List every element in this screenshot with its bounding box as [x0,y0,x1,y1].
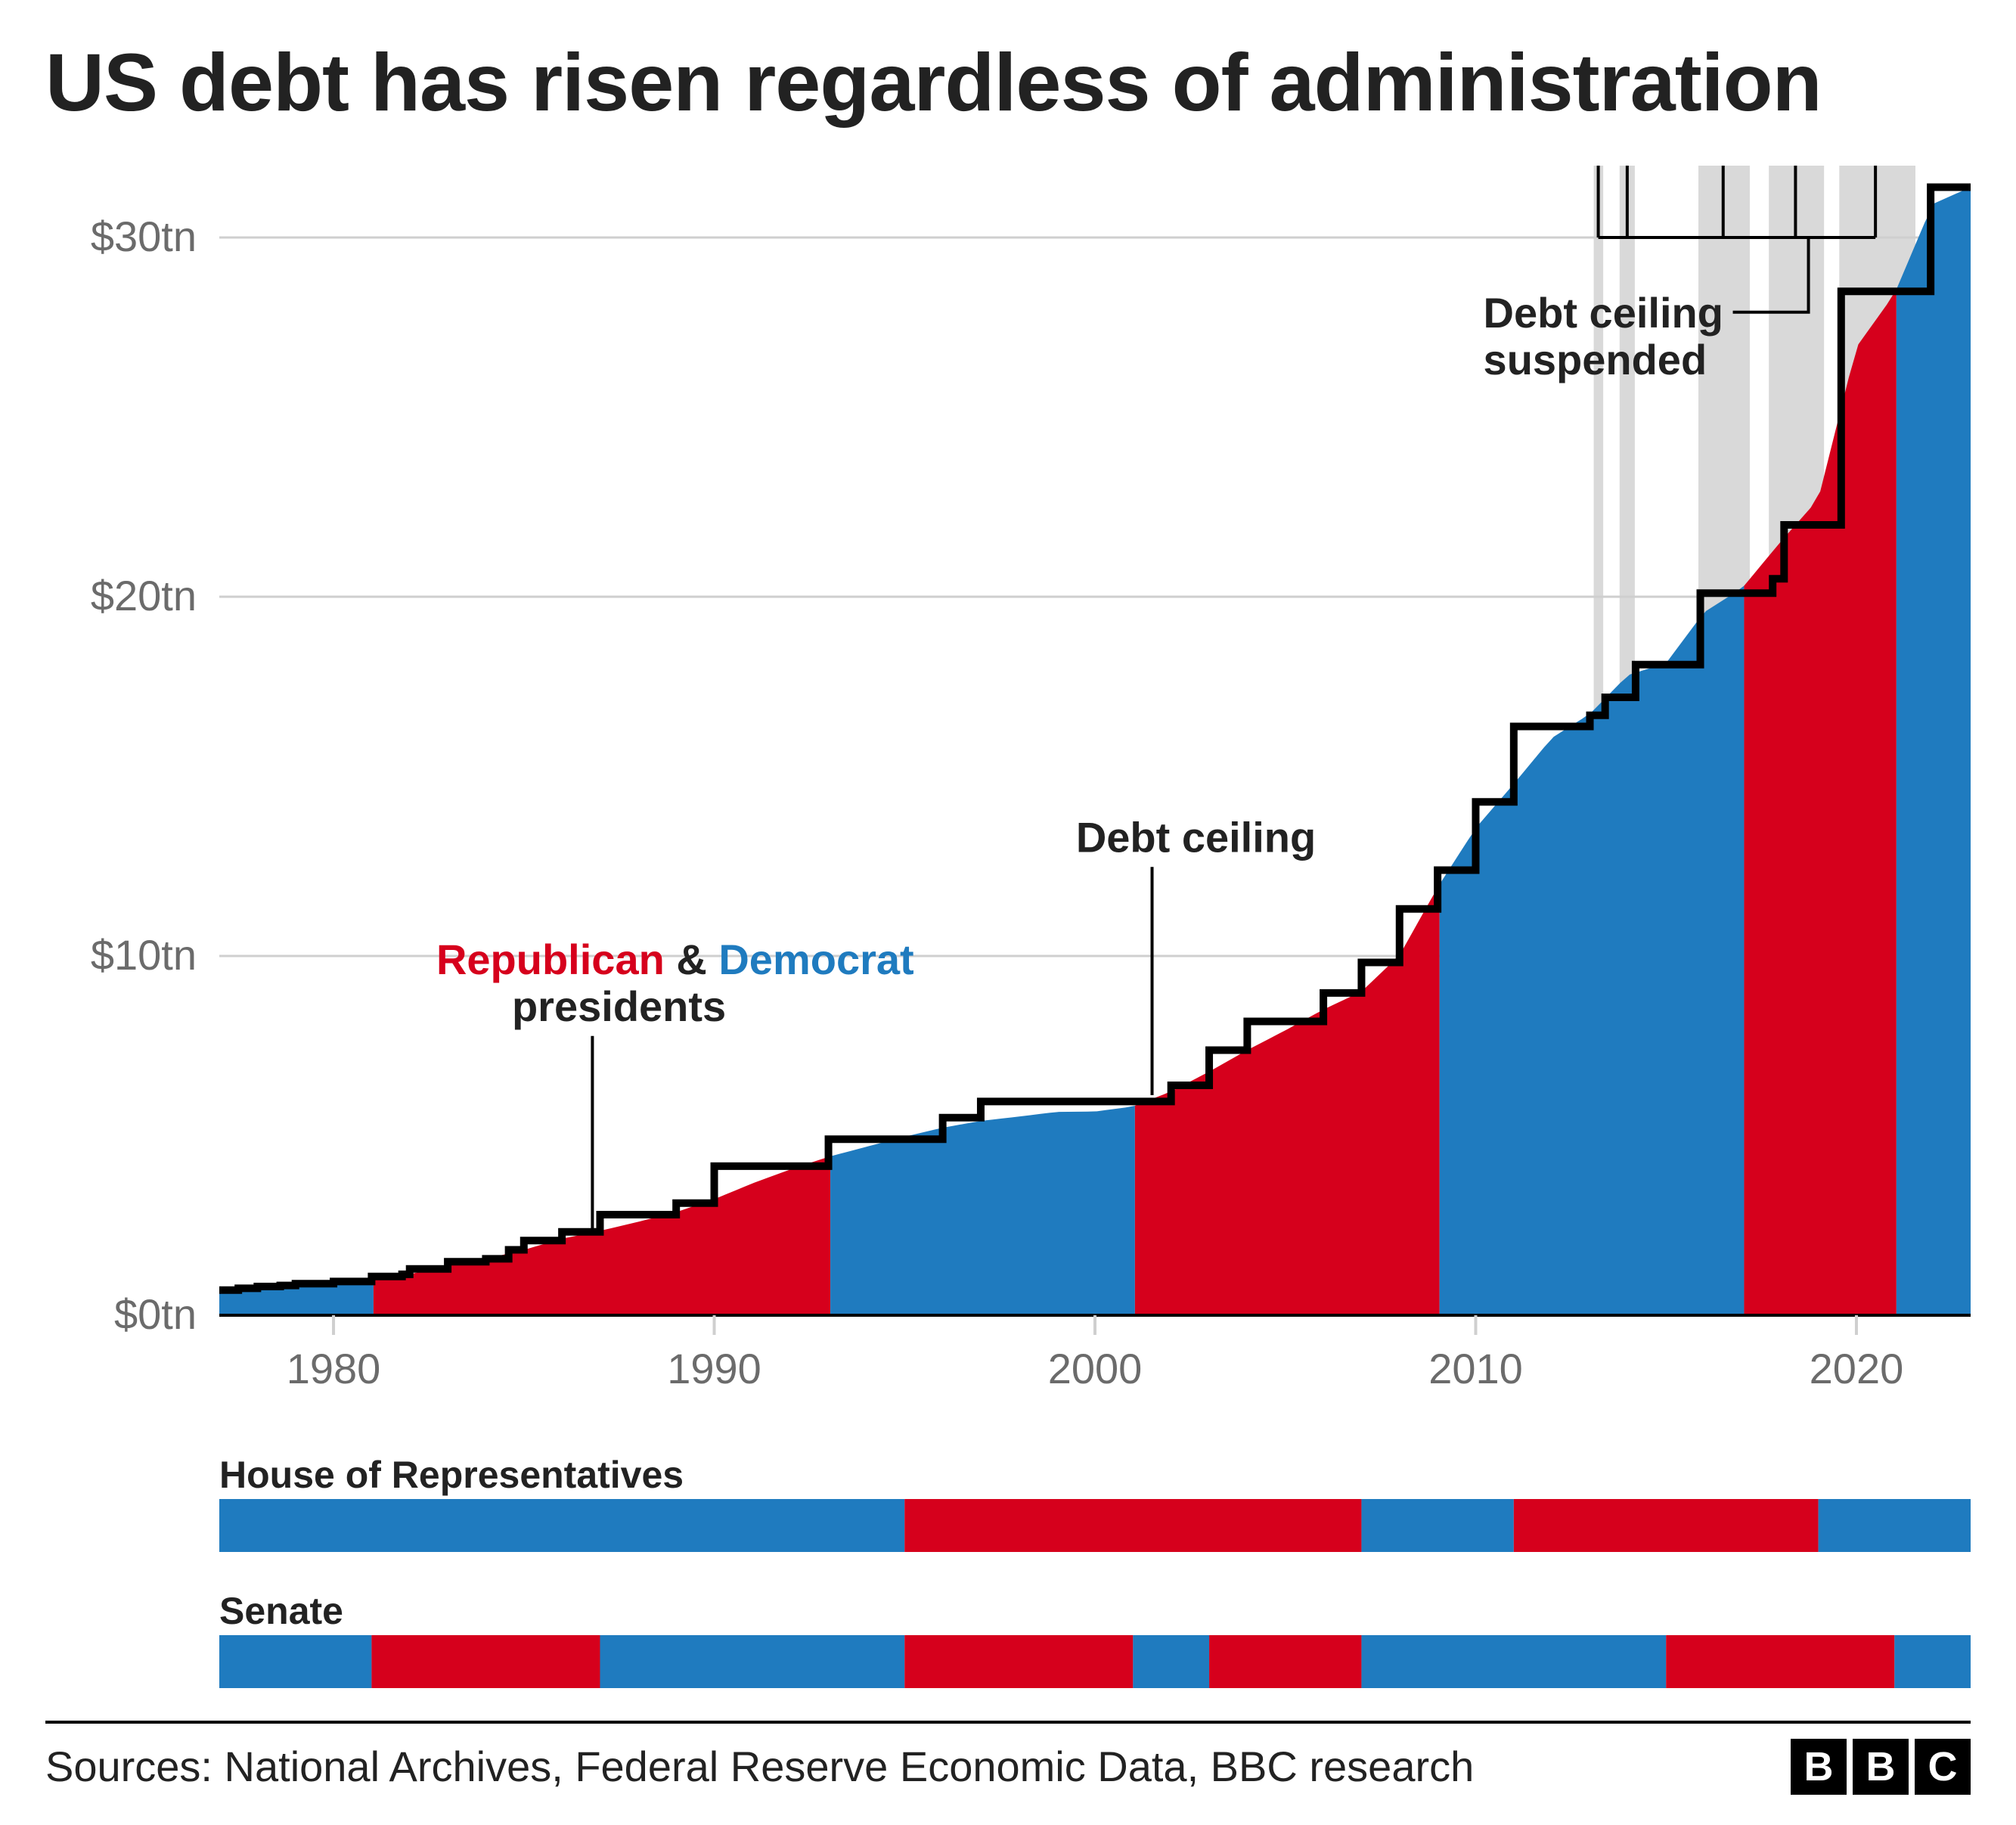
bbc-logo-c: C [1915,1739,1971,1795]
bbc-logo: B B C [1791,1739,1971,1795]
chart-footer: Sources: National Archives, Federal Rese… [45,1721,1971,1795]
svg-text:suspended: suspended [1484,336,1707,383]
svg-text:2020: 2020 [1810,1345,1904,1392]
bbc-logo-b2: B [1853,1739,1909,1795]
svg-text:$30tn: $30tn [91,213,197,260]
svg-text:$20tn: $20tn [91,572,197,619]
svg-text:2010: 2010 [1428,1345,1523,1392]
svg-text:$0tn: $0tn [114,1290,197,1338]
svg-text:1990: 1990 [667,1345,761,1392]
svg-text:1980: 1980 [287,1345,381,1392]
chart-title: US debt has risen regardless of administ… [45,38,1971,128]
svg-text:presidents: presidents [512,982,726,1030]
svg-text:$10tn: $10tn [91,931,197,979]
source-line: Sources: National Archives, Federal Rese… [45,1742,1474,1791]
chart-container: US debt has risen regardless of administ… [0,0,2016,1825]
house-strip [45,1497,1986,1554]
debt-chart-svg: $0tn $10tn $20tn $30tn 1980 1990 2000 2010 2020 D… [45,151,1986,1406]
house-strip-label: House of Representatives [219,1453,1971,1497]
svg-text:Debt ceiling: Debt ceiling [1484,289,1723,337]
senate-strip-label: Senate [219,1589,1971,1633]
svg-text:2000: 2000 [1048,1345,1143,1392]
svg-text:Republican & Democrat: Republican & Democrat [436,936,914,983]
senate-strip [45,1633,1986,1690]
bbc-logo-b1: B [1791,1739,1847,1795]
svg-text:Debt ceiling: Debt ceiling [1076,813,1316,861]
